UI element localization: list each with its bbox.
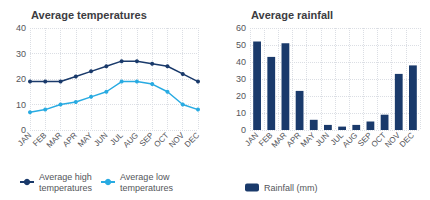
svg-text:OCT: OCT [152, 131, 170, 149]
svg-text:temperatures: temperatures [39, 183, 93, 193]
svg-text:60: 60 [236, 23, 246, 33]
svg-text:MAR: MAR [269, 130, 289, 150]
svg-text:10: 10 [16, 100, 26, 110]
svg-text:temperatures: temperatures [120, 183, 174, 193]
svg-text:40: 40 [236, 57, 246, 67]
svg-text:20: 20 [236, 91, 246, 101]
svg-text:JUL: JUL [108, 130, 125, 148]
svg-text:JUN: JUN [314, 131, 332, 149]
svg-text:JUN: JUN [92, 131, 110, 149]
svg-text:MAR: MAR [45, 131, 64, 150]
svg-text:10: 10 [236, 108, 246, 118]
svg-text:SEP: SEP [138, 131, 156, 149]
svg-text:DEC: DEC [398, 131, 416, 149]
svg-text:JUL: JUL [328, 130, 346, 148]
svg-text:30: 30 [236, 74, 246, 84]
svg-text:APR: APR [285, 131, 303, 149]
svg-text:Average rainfall: Average rainfall [251, 9, 333, 21]
svg-text:0: 0 [241, 125, 246, 135]
svg-text:FEB: FEB [257, 130, 275, 149]
svg-text:FEB: FEB [31, 130, 49, 149]
svg-text:AUG: AUG [340, 130, 360, 150]
svg-text:NOV: NOV [167, 130, 186, 149]
svg-text:AUG: AUG [121, 131, 140, 150]
svg-text:JAN: JAN [243, 131, 260, 148]
svg-text:MAY: MAY [298, 130, 317, 149]
svg-text:JAN: JAN [16, 131, 33, 148]
svg-text:Average high: Average high [39, 172, 92, 182]
svg-text:40: 40 [16, 23, 26, 33]
svg-text:MAY: MAY [76, 130, 95, 149]
svg-text:DEC: DEC [183, 131, 201, 149]
svg-text:50: 50 [236, 40, 246, 50]
svg-text:SEP: SEP [356, 131, 374, 149]
svg-text:Rainfall (mm): Rainfall (mm) [264, 183, 318, 193]
svg-text:20: 20 [16, 74, 26, 84]
svg-text:0: 0 [21, 125, 26, 135]
svg-text:OCT: OCT [369, 130, 388, 150]
svg-text:Average low: Average low [120, 172, 170, 182]
svg-text:30: 30 [16, 49, 26, 59]
svg-text:Average temperatures: Average temperatures [31, 9, 147, 21]
svg-text:APR: APR [61, 131, 79, 149]
svg-text:NOV: NOV [383, 130, 402, 150]
